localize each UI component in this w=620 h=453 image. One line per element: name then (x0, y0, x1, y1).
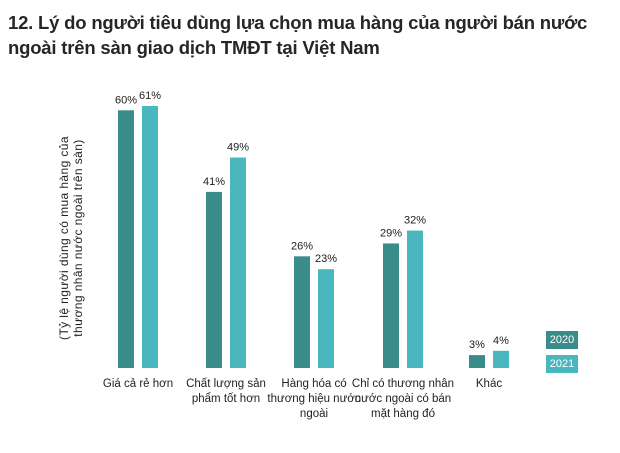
category-label-4: Khác (475, 378, 503, 390)
bar-2020-4 (469, 355, 485, 368)
bar-2020-0 (118, 110, 134, 369)
data-label-2021-1: 49% (227, 142, 249, 154)
bar-2021-0 (142, 106, 158, 368)
bar-2021-4 (493, 350, 509, 368)
bar-2020-2 (294, 256, 310, 368)
data-label-2020-4: 3% (469, 339, 485, 351)
bar-2021-3 (407, 230, 423, 368)
bar-2020-3 (383, 243, 399, 368)
legend-2021: 2021 (546, 355, 578, 373)
bar-2021-2 (318, 269, 334, 368)
data-label-2020-2: 26% (291, 240, 313, 252)
data-label-2021-4: 4% (493, 335, 509, 347)
data-label-2021-2: 23% (315, 253, 337, 265)
data-label-2021-0: 61% (139, 90, 161, 102)
bar-2021-1 (230, 157, 246, 368)
category-label-3: Chỉ có thương nhân nước ngoài có bán mặt h… (351, 378, 455, 420)
category-label-2: Hàng hóa có thương hiệu nước ngoài (267, 378, 361, 420)
category-label-1: Chất lượng sản phẩm tốt hơn (186, 378, 266, 405)
chart-title: 12. Lý do người tiêu dùng lựa chọn mua h… (8, 12, 588, 58)
category-label-0: Giá cả rẻ hơn (102, 378, 174, 390)
y-axis-label: (Tỷ lệ người dùng có mua hàng của thương… (57, 136, 85, 340)
data-label-2021-3: 32% (404, 215, 426, 227)
bar-2020-1 (206, 191, 222, 368)
data-label-2020-0: 60% (115, 94, 137, 106)
legend-2020: 2020 (546, 331, 578, 349)
data-label-2020-3: 29% (380, 227, 402, 239)
data-label-2020-1: 41% (203, 176, 225, 188)
